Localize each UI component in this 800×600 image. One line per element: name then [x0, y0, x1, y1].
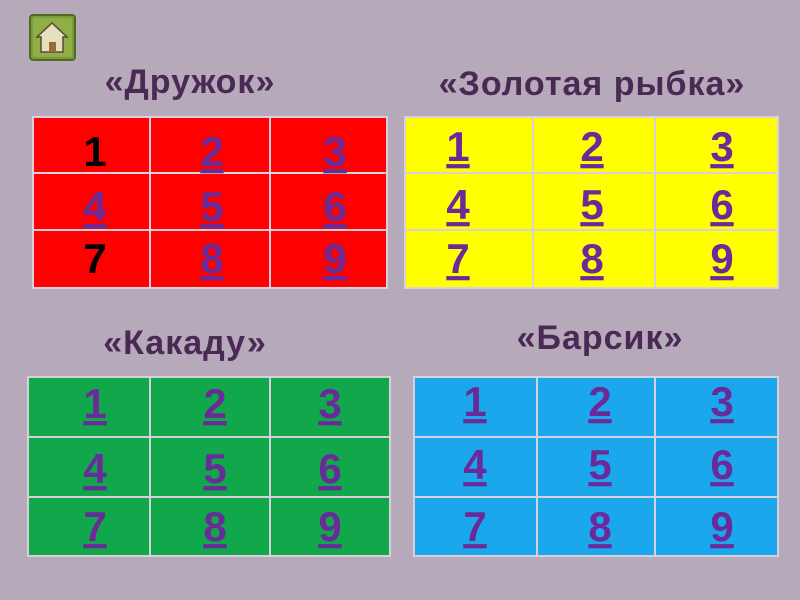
question-link[interactable]: 7: [463, 503, 486, 550]
question-link[interactable]: 8: [200, 235, 223, 282]
question-link[interactable]: 4: [83, 183, 107, 230]
question-link[interactable]: 2: [200, 128, 223, 175]
group-title: «Золотая рыбка»: [439, 65, 746, 103]
group-title: «Барсик»: [517, 319, 684, 357]
question-link[interactable]: 3: [323, 128, 346, 175]
grid-background: [404, 116, 779, 289]
question-link[interactable]: 4: [83, 445, 107, 492]
question-link[interactable]: 1: [463, 378, 486, 425]
question-link[interactable]: 3: [710, 378, 733, 425]
question-link[interactable]: 3: [318, 380, 341, 427]
question-number: 1: [83, 128, 106, 175]
question-link[interactable]: 8: [203, 503, 226, 550]
question-link[interactable]: 8: [580, 235, 603, 282]
group-title: «Дружок»: [105, 63, 276, 101]
group-title: «Какаду»: [103, 324, 267, 362]
question-link[interactable]: 3: [710, 123, 733, 170]
question-link[interactable]: 6: [323, 183, 346, 230]
question-number: 7: [83, 235, 106, 282]
question-link[interactable]: 9: [323, 235, 346, 282]
question-link[interactable]: 5: [203, 445, 226, 492]
question-link[interactable]: 2: [588, 378, 611, 425]
question-link[interactable]: 1: [83, 380, 106, 427]
grid-background: [413, 376, 779, 557]
question-link[interactable]: 6: [318, 445, 341, 492]
question-link[interactable]: 6: [710, 441, 733, 488]
question-link[interactable]: 5: [580, 181, 603, 228]
question-link[interactable]: 7: [83, 503, 106, 550]
question-link[interactable]: 6: [710, 181, 733, 228]
question-link[interactable]: 4: [463, 441, 487, 488]
question-link[interactable]: 9: [318, 503, 341, 550]
question-link[interactable]: 4: [446, 181, 470, 228]
question-link[interactable]: 7: [446, 235, 469, 282]
question-link[interactable]: 9: [710, 235, 733, 282]
question-link[interactable]: 5: [200, 183, 223, 230]
question-link[interactable]: 5: [588, 441, 611, 488]
question-link[interactable]: 2: [203, 380, 226, 427]
question-link[interactable]: 2: [580, 123, 603, 170]
question-link[interactable]: 9: [710, 503, 733, 550]
grid-background: [32, 116, 388, 289]
question-link[interactable]: 8: [588, 503, 611, 550]
grid-background: [27, 376, 391, 557]
home-button[interactable]: [29, 14, 76, 61]
question-link[interactable]: 1: [446, 123, 469, 170]
